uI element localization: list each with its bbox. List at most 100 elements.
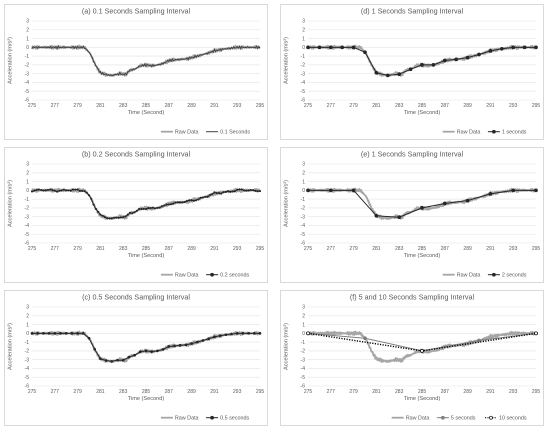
data-point [46, 188, 50, 191]
data-point [420, 63, 424, 67]
data-point [190, 199, 193, 202]
y-tick-label: 0 [26, 188, 29, 194]
panel-f: (f) 5 and 10 Seconds Sampling Interval 3 2… [280, 290, 544, 426]
data-point [140, 208, 143, 211]
y-tick-label: -1 [25, 197, 30, 203]
data-point [119, 216, 122, 219]
y-tick-label: -3 [301, 357, 306, 363]
chart-svg: (e) 1 Seconds Sampling Interval 3 2 1 0 -1 -2 -… [280, 147, 544, 283]
y-tick-label: 0 [302, 45, 305, 51]
data-point [74, 188, 77, 191]
data-point [201, 339, 205, 342]
data-point [30, 190, 34, 193]
data-point [83, 190, 86, 193]
y-tick-label: -4 [25, 223, 30, 229]
x-tick-label: 283 [395, 246, 404, 252]
x-tick-label: 279 [349, 389, 358, 395]
data-point [58, 189, 61, 192]
y-tick-label: 3 [302, 19, 305, 25]
data-point [93, 347, 97, 351]
x-tick-label: 289 [187, 103, 196, 109]
data-point [488, 48, 493, 53]
x-tick-label: 283 [395, 103, 404, 109]
data-point [190, 342, 193, 345]
x-tick-label: 277 [327, 103, 336, 109]
data-point [195, 199, 198, 202]
data-point [115, 216, 118, 219]
y-tick-label: -6 [25, 384, 30, 390]
y-tick-label: -4 [301, 223, 306, 229]
data-point [40, 188, 43, 192]
data-point [499, 46, 504, 51]
data-point [241, 331, 245, 335]
legend-item: Raw Data [160, 416, 199, 422]
data-point [138, 350, 142, 354]
x-tick-label: 291 [210, 103, 219, 109]
data-point [231, 190, 234, 193]
legend-item: Raw Data [160, 130, 199, 136]
data-point [142, 207, 145, 210]
x-tick-label: 291 [486, 246, 495, 252]
x-tick-label: 285 [142, 103, 151, 109]
chart-svg: (a) 0.1 Seconds Sampling Interval 3 2 1 0 -1 -… [4, 4, 268, 140]
x-tick-label: 289 [187, 246, 196, 252]
x-tick-label: 285 [418, 389, 427, 395]
y-tick-label: -4 [301, 366, 306, 372]
data-point [178, 344, 182, 347]
data-point [522, 45, 527, 50]
x-tick-label: 293 [509, 103, 518, 109]
x-tick-label: 277 [327, 389, 336, 395]
y-tick-label: -1 [25, 54, 30, 60]
data-point [397, 72, 402, 77]
data-point [49, 188, 52, 191]
y-axis-label: Acceleration (m/s²) [8, 37, 14, 84]
data-point [81, 189, 84, 192]
data-point [69, 189, 72, 192]
data-point [47, 331, 51, 335]
x-tick-label: 279 [349, 246, 358, 252]
y-tick-label: -5 [25, 232, 30, 238]
data-point [249, 188, 252, 192]
y-tick-label: 1 [302, 36, 305, 42]
data-point [185, 199, 189, 203]
x-axis-label: Time (Second) [404, 396, 441, 402]
data-point [420, 206, 424, 210]
data-point [229, 190, 232, 193]
data-point [173, 344, 176, 348]
data-point [150, 350, 154, 353]
data-point [213, 335, 216, 339]
y-tick-label: -1 [301, 340, 306, 346]
data-point [233, 190, 236, 193]
chart-title: (f) 5 and 10 Seconds Sampling Interval [350, 293, 475, 302]
y-tick-label: -6 [301, 241, 306, 247]
x-tick-label: 287 [165, 246, 174, 252]
x-tick-label: 291 [486, 103, 495, 109]
x-tick-label: 293 [233, 389, 242, 395]
y-axis-label: Acceleration (m/s²) [8, 180, 14, 227]
x-tick-label: 275 [28, 103, 37, 109]
data-point [116, 358, 119, 362]
x-tick-label: 295 [532, 246, 541, 252]
legend-label: Raw Data [457, 273, 481, 279]
data-point [81, 331, 85, 335]
x-tick-label: 277 [51, 389, 60, 395]
data-point [158, 206, 161, 209]
data-point [217, 191, 221, 195]
data-point [71, 188, 75, 191]
legend-label: Raw Data [175, 273, 199, 279]
data-point [408, 67, 413, 72]
data-point [227, 190, 230, 193]
data-point [258, 331, 262, 335]
data-point [511, 188, 516, 193]
data-point [192, 199, 195, 202]
data-point [242, 189, 246, 192]
y-tick-label: -1 [301, 197, 306, 203]
y-tick-label: -1 [25, 340, 30, 346]
data-point [144, 207, 148, 211]
panel-e: (e) 1 Seconds Sampling Interval 3 2 1 0 -1 -2 -… [280, 147, 544, 283]
chart-title: (b) 0.2 Seconds Sampling Interval [82, 150, 191, 159]
data-point [59, 331, 62, 335]
data-point [154, 207, 157, 210]
data-point [240, 188, 243, 191]
x-tick-label: 287 [165, 389, 174, 395]
